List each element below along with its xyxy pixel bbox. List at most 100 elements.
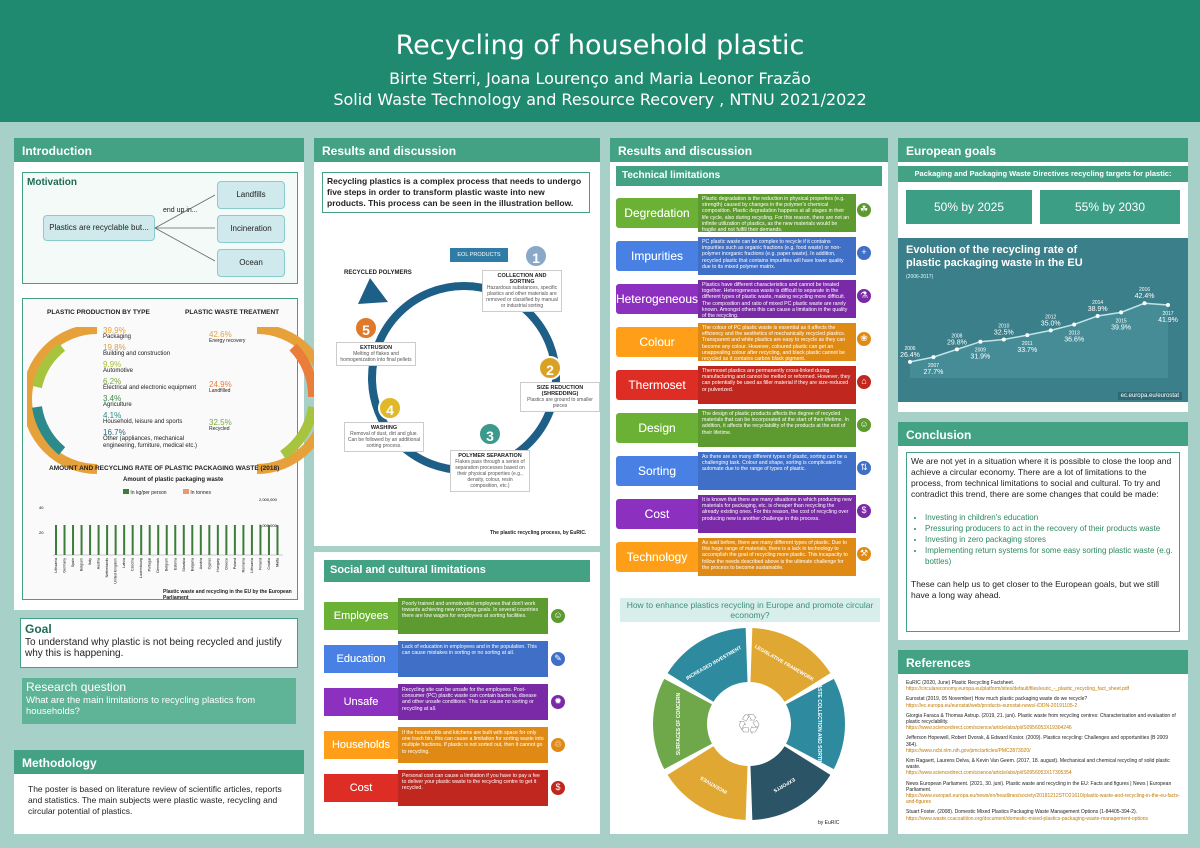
year-label: 2016 [1139, 287, 1150, 293]
dollar-icon: $ [550, 780, 566, 796]
legend-kg: In kg/per person [123, 489, 167, 496]
social-row-label: Households [324, 731, 398, 759]
destination-ocean: Ocean [217, 249, 285, 277]
country-label: Slovakia [182, 558, 186, 572]
kg-bar [208, 525, 211, 555]
motivation-box: Motivation Plastics are recyclable but..… [22, 172, 298, 284]
step-desc: Hazardous substances, specific plastics … [486, 285, 558, 309]
kg-bar [72, 525, 75, 555]
social-row: Households If the households and kitchens… [324, 727, 568, 763]
reference-link[interactable]: https://www.waste.ccacoalition.org/docum… [906, 815, 1149, 822]
references-panel: References EuRIC (2020, June) Plastic Re… [898, 650, 1188, 834]
motivation-title: Motivation [27, 177, 77, 188]
step-title: COLLECTION AND SORTING [497, 273, 547, 285]
reference-link[interactable]: https://www.ncbi.nlm.nih.gov/pmc/article… [906, 747, 1031, 754]
year-label: 2010 [998, 324, 1009, 330]
technical-row: Cost It is known that there are many situ… [616, 495, 874, 533]
social-row-text: Poorly trained and unmotivated employees… [398, 598, 548, 634]
people-icon: ☺ [856, 417, 872, 433]
data-point [1048, 328, 1053, 333]
technical-row: Heterogeneous Plastics have different cha… [616, 280, 874, 318]
wheel-segment [667, 746, 748, 820]
production-label: Automotive [103, 368, 134, 374]
production-pct: 19.8% [103, 343, 126, 352]
technical-row-label: Design [616, 413, 698, 443]
virus-icon: ✹ [550, 694, 566, 710]
research-text: What are the main limitations to recycli… [26, 695, 256, 717]
country-label: Malta [275, 558, 279, 567]
value-label: 32.5% [994, 330, 1014, 337]
reference-link[interactable]: https://circulareconomy.europa.eu/platfo… [906, 686, 1130, 693]
technical-row-text: Plastic degradation is the reduction in … [698, 194, 856, 232]
country-label: Estonia [173, 558, 177, 570]
reference-link[interactable]: https://www.europarl.europa.eu/news/en/h… [906, 793, 1180, 806]
technical-row: Thermoset Thermoset plastics are permanen… [616, 366, 874, 404]
packaging-chart-title: AMOUNT AND RECYCLING RATE OF PLASTIC PAC… [49, 465, 280, 472]
social-row-text: Recycling site can be unsafe for the emp… [398, 684, 548, 720]
reference-link[interactable]: https://www.sciencedirect.com/science/ar… [906, 770, 1072, 777]
conclusion-bullet: Pressuring producers to act in the recov… [925, 523, 1175, 534]
wheel-label: SURFACES OF CONCERN [676, 693, 682, 756]
kg-bar [199, 525, 202, 555]
value-label: 38.9% [1088, 306, 1108, 313]
wheel-segment [750, 746, 831, 820]
social-panel: Social and cultural limitations Employee… [314, 552, 600, 834]
step-box: POLYMER SEPARATION Flakes pass through a … [450, 450, 530, 492]
production-pct: 16.7% [103, 428, 126, 437]
data-point [1025, 333, 1030, 338]
reference-text: News European Parliament. (2021, 30. jun… [906, 780, 1172, 793]
poster-header: Recycling of household plastic Birte Ste… [0, 0, 1200, 122]
introduction-title: Introduction [14, 138, 304, 162]
technical-row-label: Colour [616, 327, 698, 357]
kg-bar [242, 525, 245, 555]
bin-icon: ♲ [550, 737, 566, 753]
technical-row: Degredation Plastic degradation is the re… [616, 194, 874, 232]
teacher-icon: ✎ [550, 651, 566, 667]
reference-item: EuRIC (2020, June) Plastic Recycling Fac… [906, 680, 1180, 692]
dollar-icon: $ [856, 503, 872, 519]
country-label: Italy [88, 558, 92, 565]
data-point [1072, 322, 1077, 327]
production-item: 39.9% Packaging [103, 327, 213, 341]
conclusion-bullet: Investing in zero packaging stores [925, 534, 1175, 545]
social-row-label: Unsafe [324, 688, 398, 716]
technical-row-label: Heterogeneous [616, 284, 698, 314]
y-left-tick: 40 [39, 505, 44, 510]
line-area [910, 303, 1168, 378]
social-row: Education Lack of education in employees … [324, 641, 568, 677]
technical-row-text: Plastics have different characteristics … [698, 280, 856, 318]
kg-bar [157, 525, 160, 555]
eurostat-chart-title: Evolution of the recycling rate of plast… [906, 244, 1083, 269]
reference-text: Giorgia Faraca & Thomas Astrup. (2019, 2… [906, 712, 1176, 726]
social-row-text: Personal cost can cause a limitation if … [398, 770, 548, 806]
poster-course: Solid Waste Technology and Resource Reco… [333, 90, 867, 109]
legend-kg-label: In kg/per person [130, 490, 167, 496]
destination-incineration: Incineration [217, 215, 285, 243]
step-box: WASHING Removal of dust, dirt and glue. C… [344, 422, 424, 452]
conclusion-text: We are not yet in a situation where it i… [911, 456, 1172, 499]
y-right-tick: 2,000,000 [259, 497, 278, 502]
country-label: Bulgaria [190, 558, 194, 571]
legend-tonnes: In tonnes [183, 489, 211, 496]
production-item: 9.9% Automotive [103, 361, 213, 375]
data-point [978, 339, 983, 344]
data-point [1166, 303, 1170, 308]
wheel-source: by EuRIC [818, 820, 840, 826]
treatment-pct: 32.5% [209, 418, 232, 427]
value-label: 26.4% [900, 352, 920, 359]
kg-bar [114, 525, 117, 555]
destination-landfills: Landfills [217, 181, 285, 209]
year-label: 2013 [1069, 330, 1080, 336]
conclusion-list: Investing in children's educationPressur… [925, 512, 1175, 567]
eurostat-source: ec.europa.eu/eurostat [1117, 392, 1182, 400]
reference-link[interactable]: https://www.sciencedirect.com/science/ar… [906, 725, 1072, 732]
country-label: Denmark [156, 558, 160, 573]
wheel-segment [667, 628, 748, 702]
reference-link[interactable]: https://ec.europa.eu/eurostat/web/produc… [906, 702, 1078, 709]
reference-text: Jefferson Hopewell, Robert Dvorak, & Edw… [906, 735, 1168, 748]
kg-bar [174, 525, 177, 555]
production-label: Packaging [103, 334, 132, 340]
technical-row-text: Thermoset plastics are permanently cross… [698, 366, 856, 404]
social-row: Unsafe Recycling site can be unsafe for t… [324, 684, 568, 720]
step-desc: Melting of flakes and homogenization int… [340, 351, 412, 363]
